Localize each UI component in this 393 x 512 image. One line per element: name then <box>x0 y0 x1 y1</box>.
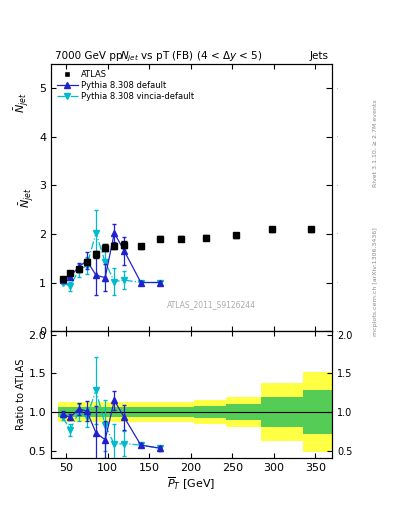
Text: $\bar{N}_{jet}$: $\bar{N}_{jet}$ <box>12 92 31 113</box>
Legend: ATLAS, Pythia 8.308 default, Pythia 8.308 vincia-default: ATLAS, Pythia 8.308 default, Pythia 8.30… <box>55 68 196 103</box>
Title: $N_{jet}$ vs pT (FB) (4 < $\Delta y$ < 5): $N_{jet}$ vs pT (FB) (4 < $\Delta y$ < 5… <box>120 50 263 64</box>
Y-axis label: $\bar{N}_{jet}$: $\bar{N}_{jet}$ <box>18 187 36 208</box>
Text: Jets: Jets <box>309 51 328 61</box>
X-axis label: $\overline{P}_{T}$ [GeV]: $\overline{P}_{T}$ [GeV] <box>167 476 216 493</box>
Text: Rivet 3.1.10, ≥ 2.7M events: Rivet 3.1.10, ≥ 2.7M events <box>373 99 378 187</box>
Text: mcplots.cern.ch [arXiv:1306.3436]: mcplots.cern.ch [arXiv:1306.3436] <box>373 227 378 336</box>
Text: 7000 GeV pp: 7000 GeV pp <box>55 51 123 61</box>
Y-axis label: Ratio to ATLAS: Ratio to ATLAS <box>16 359 26 431</box>
Text: ATLAS_2011_S9126244: ATLAS_2011_S9126244 <box>167 300 256 309</box>
